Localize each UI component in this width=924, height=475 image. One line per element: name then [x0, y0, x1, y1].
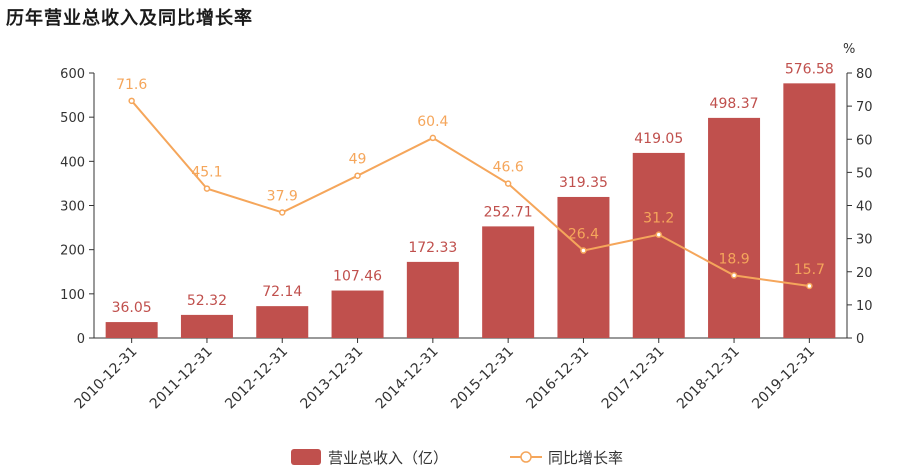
revenue-bar-label: 52.32	[187, 293, 227, 309]
y-right-tick-label: 50	[856, 166, 873, 181]
legend-revenue-swatch	[291, 449, 321, 465]
revenue-bar	[632, 152, 685, 338]
y-right-tick-label: 10	[856, 299, 873, 314]
revenue-bar-label: 419.05	[634, 131, 683, 147]
growth-point-label: 46.6	[493, 160, 524, 176]
y-right-tick-label: 30	[856, 233, 873, 248]
growth-point-label: 49	[349, 152, 367, 168]
revenue-bar	[105, 322, 158, 338]
x-tick-label: 2010-12-31	[72, 344, 141, 413]
y-right-tick-label: 80	[856, 67, 873, 82]
x-tick-label: 2017-12-31	[599, 344, 668, 413]
y-left-tick-label: 500	[60, 111, 85, 126]
y-right-unit: %	[843, 42, 855, 57]
x-tick-label: 2014-12-31	[373, 344, 442, 413]
y-right-tick-label: 20	[856, 266, 873, 281]
growth-point-label: 45.1	[191, 165, 222, 181]
revenue-bar-label: 576.58	[785, 61, 834, 77]
y-left-tick-label: 200	[60, 244, 85, 259]
y-right-tick-label: 40	[856, 200, 873, 215]
revenue-bar-label: 107.46	[333, 269, 382, 285]
revenue-bar	[256, 306, 309, 338]
revenue-bar	[783, 83, 836, 338]
growth-point-label: 18.9	[718, 251, 749, 267]
x-tick-label: 2013-12-31	[298, 344, 367, 413]
revenue-bar-label: 498.37	[710, 96, 759, 112]
growth-point	[655, 231, 662, 238]
legend: 营业总收入（亿） 同比增长率	[291, 449, 623, 467]
y-left-tick-label: 300	[60, 200, 85, 215]
growth-point-label: 26.4	[568, 227, 599, 243]
growth-point	[128, 97, 135, 105]
revenue-bar-label: 72.14	[262, 284, 302, 300]
revenue-bar-label: 172.33	[408, 240, 457, 256]
growth-point	[354, 172, 361, 179]
revenue-bar	[406, 261, 459, 338]
chart-title: 历年营业总收入及同比增长率	[6, 8, 253, 29]
growth-point-label: 37.9	[267, 188, 298, 204]
growth-point-label: 71.6	[116, 77, 147, 93]
revenue-bar	[708, 117, 761, 338]
bars: 36.05 52.32 72.14 107.46 172.33 252.71 319.35 4…	[105, 61, 836, 338]
growth-point	[730, 272, 738, 279]
y-left-tick-label: 0	[77, 332, 85, 347]
x-tick-label: 2012-12-31	[222, 344, 291, 413]
growth-point	[806, 282, 813, 290]
y-left-tick-label: 400	[60, 155, 85, 170]
growth-point	[279, 209, 286, 216]
revenue-bar	[557, 196, 610, 338]
legend-revenue-label: 营业总收入（亿）	[328, 449, 448, 467]
growth-point	[429, 134, 437, 142]
legend-growth-label: 同比增长率	[548, 449, 623, 467]
growth-point	[504, 180, 512, 187]
y-right-tick-label: 0	[856, 332, 864, 347]
x-tick-label: 2019-12-31	[749, 344, 818, 413]
growth-line-path	[130, 100, 810, 287]
y-left-tick-label: 100	[60, 288, 85, 303]
revenue-bar	[331, 290, 384, 338]
y-right-tick-label: 70	[856, 100, 873, 115]
revenue-bar	[180, 314, 233, 338]
legend-growth-marker	[520, 451, 532, 463]
revenue-bar-label: 252.71	[484, 204, 533, 220]
revenue-bar	[482, 226, 535, 338]
revenue-bar-label: 36.05	[112, 300, 152, 316]
growth-point-label: 60.4	[417, 114, 448, 130]
x-tick-label: 2011-12-31	[147, 344, 216, 413]
growth-point-label: 31.2	[643, 211, 674, 227]
x-tick-label: 2018-12-31	[674, 344, 743, 413]
x-tick-label: 2015-12-31	[448, 344, 517, 413]
y-right-tick-label: 60	[856, 133, 873, 148]
y-left-tick-label: 600	[60, 67, 85, 82]
growth-point	[580, 247, 587, 254]
x-tick-label: 2016-12-31	[523, 344, 592, 413]
growth-point	[203, 185, 211, 192]
growth-line: 71.6 45.1 37.9 49 60.4 46.6 26.4 31.2 18.9 15.7	[116, 77, 825, 290]
growth-point-label: 15.7	[794, 262, 825, 278]
revenue-bar-label: 319.35	[559, 175, 608, 191]
